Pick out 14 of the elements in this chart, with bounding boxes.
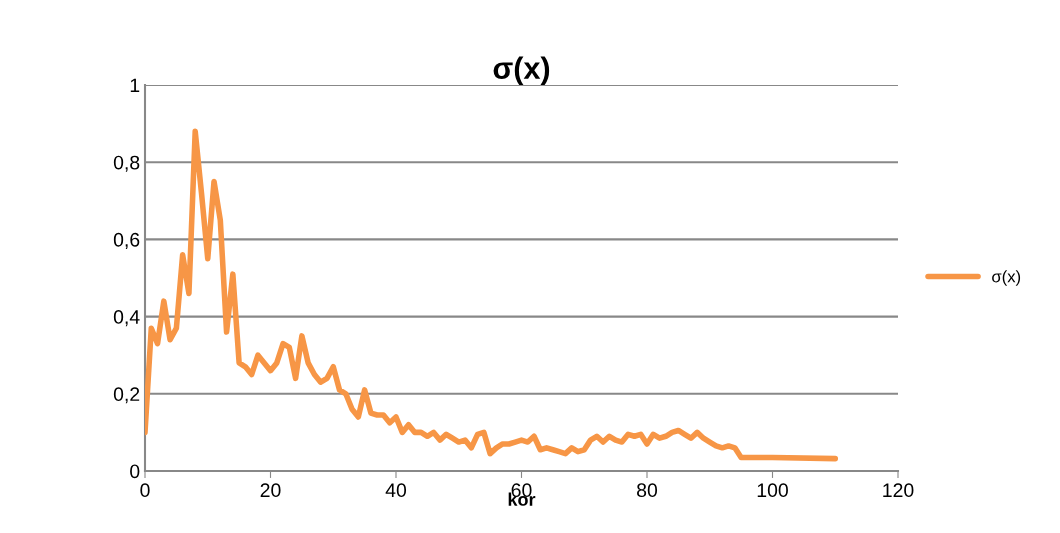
y-tick-label: 1 [130, 78, 140, 93]
x-tick-label: 40 [385, 483, 407, 498]
y-tick-label: 0,8 [113, 155, 140, 172]
y-tick-label: 0 [130, 464, 140, 479]
x-tick-label: 0 [140, 483, 150, 498]
y-tick-label: 0,4 [113, 310, 140, 327]
x-tick-label: 20 [260, 483, 281, 498]
x-tick-label: 120 [883, 483, 914, 498]
y-tick-label: 0,6 [113, 232, 140, 249]
chart-title: σ(x) [493, 56, 550, 85]
legend-label: σ(x) [992, 270, 1021, 286]
x-tick-label: 80 [637, 483, 658, 498]
x-tick-label: 100 [757, 483, 788, 498]
y-tick-label: 0,2 [113, 387, 140, 404]
